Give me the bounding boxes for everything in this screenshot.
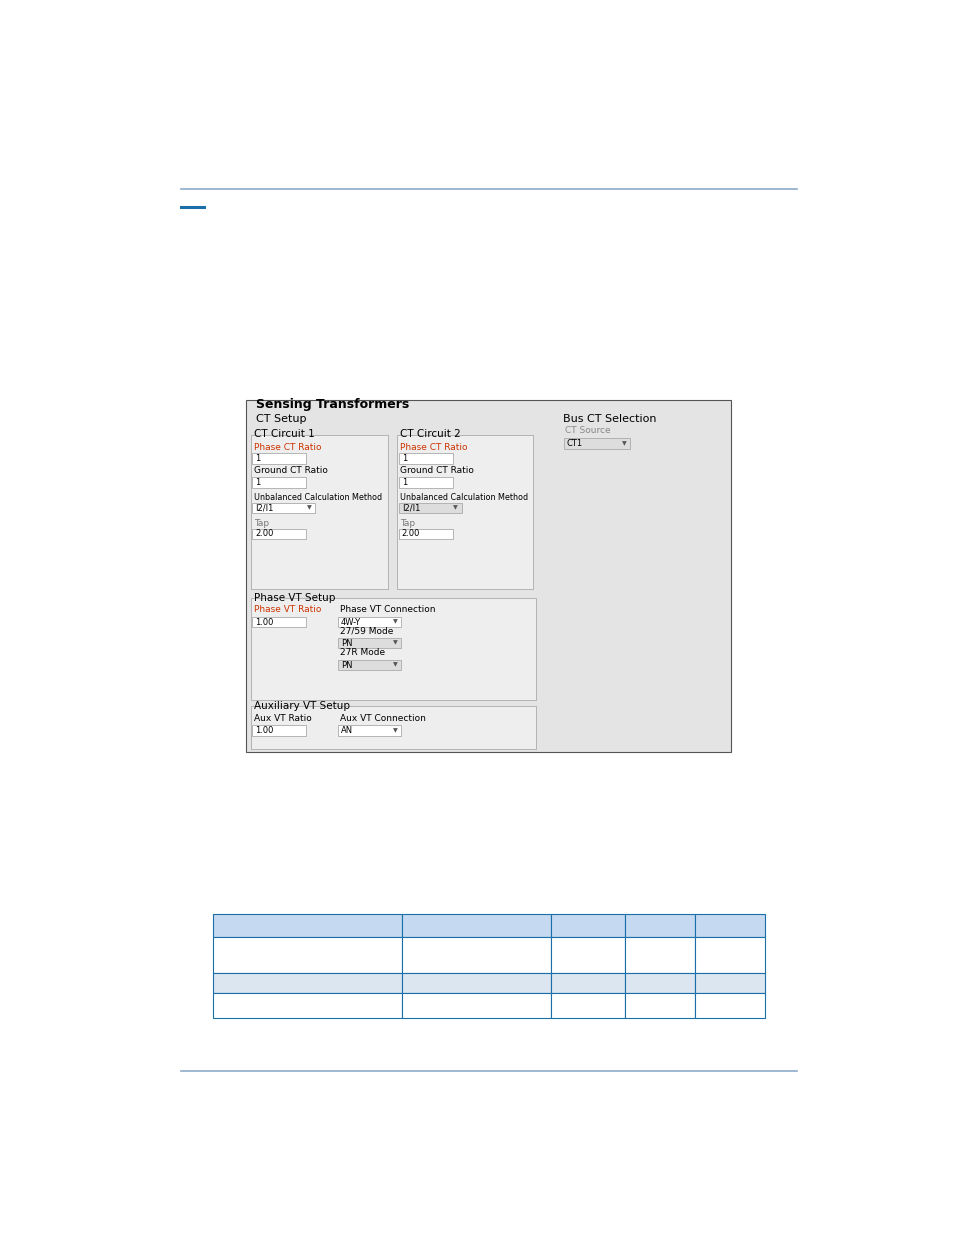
Text: 1: 1 (401, 454, 407, 463)
Text: ▼: ▼ (393, 729, 397, 734)
Text: ▼: ▼ (393, 620, 397, 625)
Bar (694, 936, 764, 973)
Text: 27R Mode: 27R Mode (339, 648, 384, 657)
Text: CT Source: CT Source (564, 426, 610, 436)
Text: ▼: ▼ (621, 441, 626, 446)
Bar (551, 973, 624, 993)
Text: Aux VT Ratio: Aux VT Ratio (253, 714, 312, 722)
Text: 1: 1 (255, 478, 260, 487)
Text: Phase VT Setup: Phase VT Setup (253, 593, 335, 603)
Text: 1: 1 (255, 454, 260, 463)
Text: PN: PN (341, 661, 353, 669)
Text: Unbalanced Calculation Method: Unbalanced Calculation Method (253, 493, 381, 501)
Bar (401, 914, 551, 936)
Text: 2.00: 2.00 (255, 530, 274, 538)
Text: Sensing Transformers: Sensing Transformers (255, 398, 409, 411)
Text: Unbalanced Calculation Method: Unbalanced Calculation Method (400, 493, 528, 501)
Bar (213, 914, 401, 936)
Bar (401, 993, 551, 1019)
Bar (213, 936, 401, 973)
Text: 1: 1 (401, 478, 407, 487)
Text: 4W-Y: 4W-Y (341, 618, 361, 626)
Text: ▼: ▼ (307, 505, 312, 510)
Bar (251, 598, 535, 700)
Text: AN: AN (341, 726, 353, 735)
Bar (246, 400, 730, 752)
Text: 2.00: 2.00 (401, 530, 419, 538)
Text: Ground CT Ratio: Ground CT Ratio (253, 467, 327, 475)
Text: CT Circuit 2: CT Circuit 2 (400, 430, 460, 440)
Text: 1.00: 1.00 (255, 618, 274, 626)
Text: Tap: Tap (400, 519, 415, 527)
Bar (337, 659, 400, 671)
Text: CT1: CT1 (566, 438, 582, 448)
Bar (337, 725, 400, 736)
Text: Aux VT Connection: Aux VT Connection (339, 714, 425, 722)
Bar (337, 618, 400, 627)
Bar (624, 993, 694, 1019)
Text: Auxiliary VT Setup: Auxiliary VT Setup (253, 701, 350, 711)
Text: Tap: Tap (253, 519, 269, 527)
Bar (551, 914, 624, 936)
Bar (694, 993, 764, 1019)
Bar (251, 436, 387, 589)
Text: Phase CT Ratio: Phase CT Ratio (400, 442, 467, 452)
Bar (624, 936, 694, 973)
Text: Bus CT Selection: Bus CT Selection (562, 414, 656, 424)
Text: I2/I1: I2/I1 (255, 504, 274, 513)
Bar (398, 503, 461, 514)
Bar (251, 706, 535, 750)
Bar (337, 638, 400, 648)
Bar (252, 529, 306, 538)
Text: ▼: ▼ (453, 505, 457, 510)
Text: PN: PN (341, 638, 353, 647)
Text: Ground CT Ratio: Ground CT Ratio (400, 467, 474, 475)
Bar (213, 993, 401, 1019)
Bar (624, 973, 694, 993)
Text: Phase CT Ratio: Phase CT Ratio (253, 442, 321, 452)
Bar (252, 725, 306, 736)
Bar (694, 973, 764, 993)
Bar (398, 477, 453, 488)
Text: Phase VT Connection: Phase VT Connection (339, 605, 435, 614)
Bar (551, 993, 624, 1019)
Bar (252, 503, 314, 514)
Bar (401, 936, 551, 973)
Bar (694, 914, 764, 936)
Text: CT Setup: CT Setup (255, 414, 306, 424)
Text: ▼: ▼ (393, 641, 397, 646)
Text: ▼: ▼ (393, 662, 397, 668)
Bar (563, 438, 630, 448)
Bar (396, 436, 533, 589)
Text: Phase VT Ratio: Phase VT Ratio (253, 605, 321, 614)
Bar (398, 453, 453, 464)
Bar (252, 453, 306, 464)
Bar (213, 973, 401, 993)
Bar (551, 936, 624, 973)
Text: I2/I1: I2/I1 (401, 504, 419, 513)
Text: 27/59 Mode: 27/59 Mode (339, 626, 393, 635)
Bar (252, 477, 306, 488)
Bar (401, 973, 551, 993)
Bar (252, 618, 306, 627)
Bar (624, 914, 694, 936)
Bar (398, 529, 453, 538)
Text: CT Circuit 1: CT Circuit 1 (253, 430, 314, 440)
Text: 1.00: 1.00 (255, 726, 274, 735)
